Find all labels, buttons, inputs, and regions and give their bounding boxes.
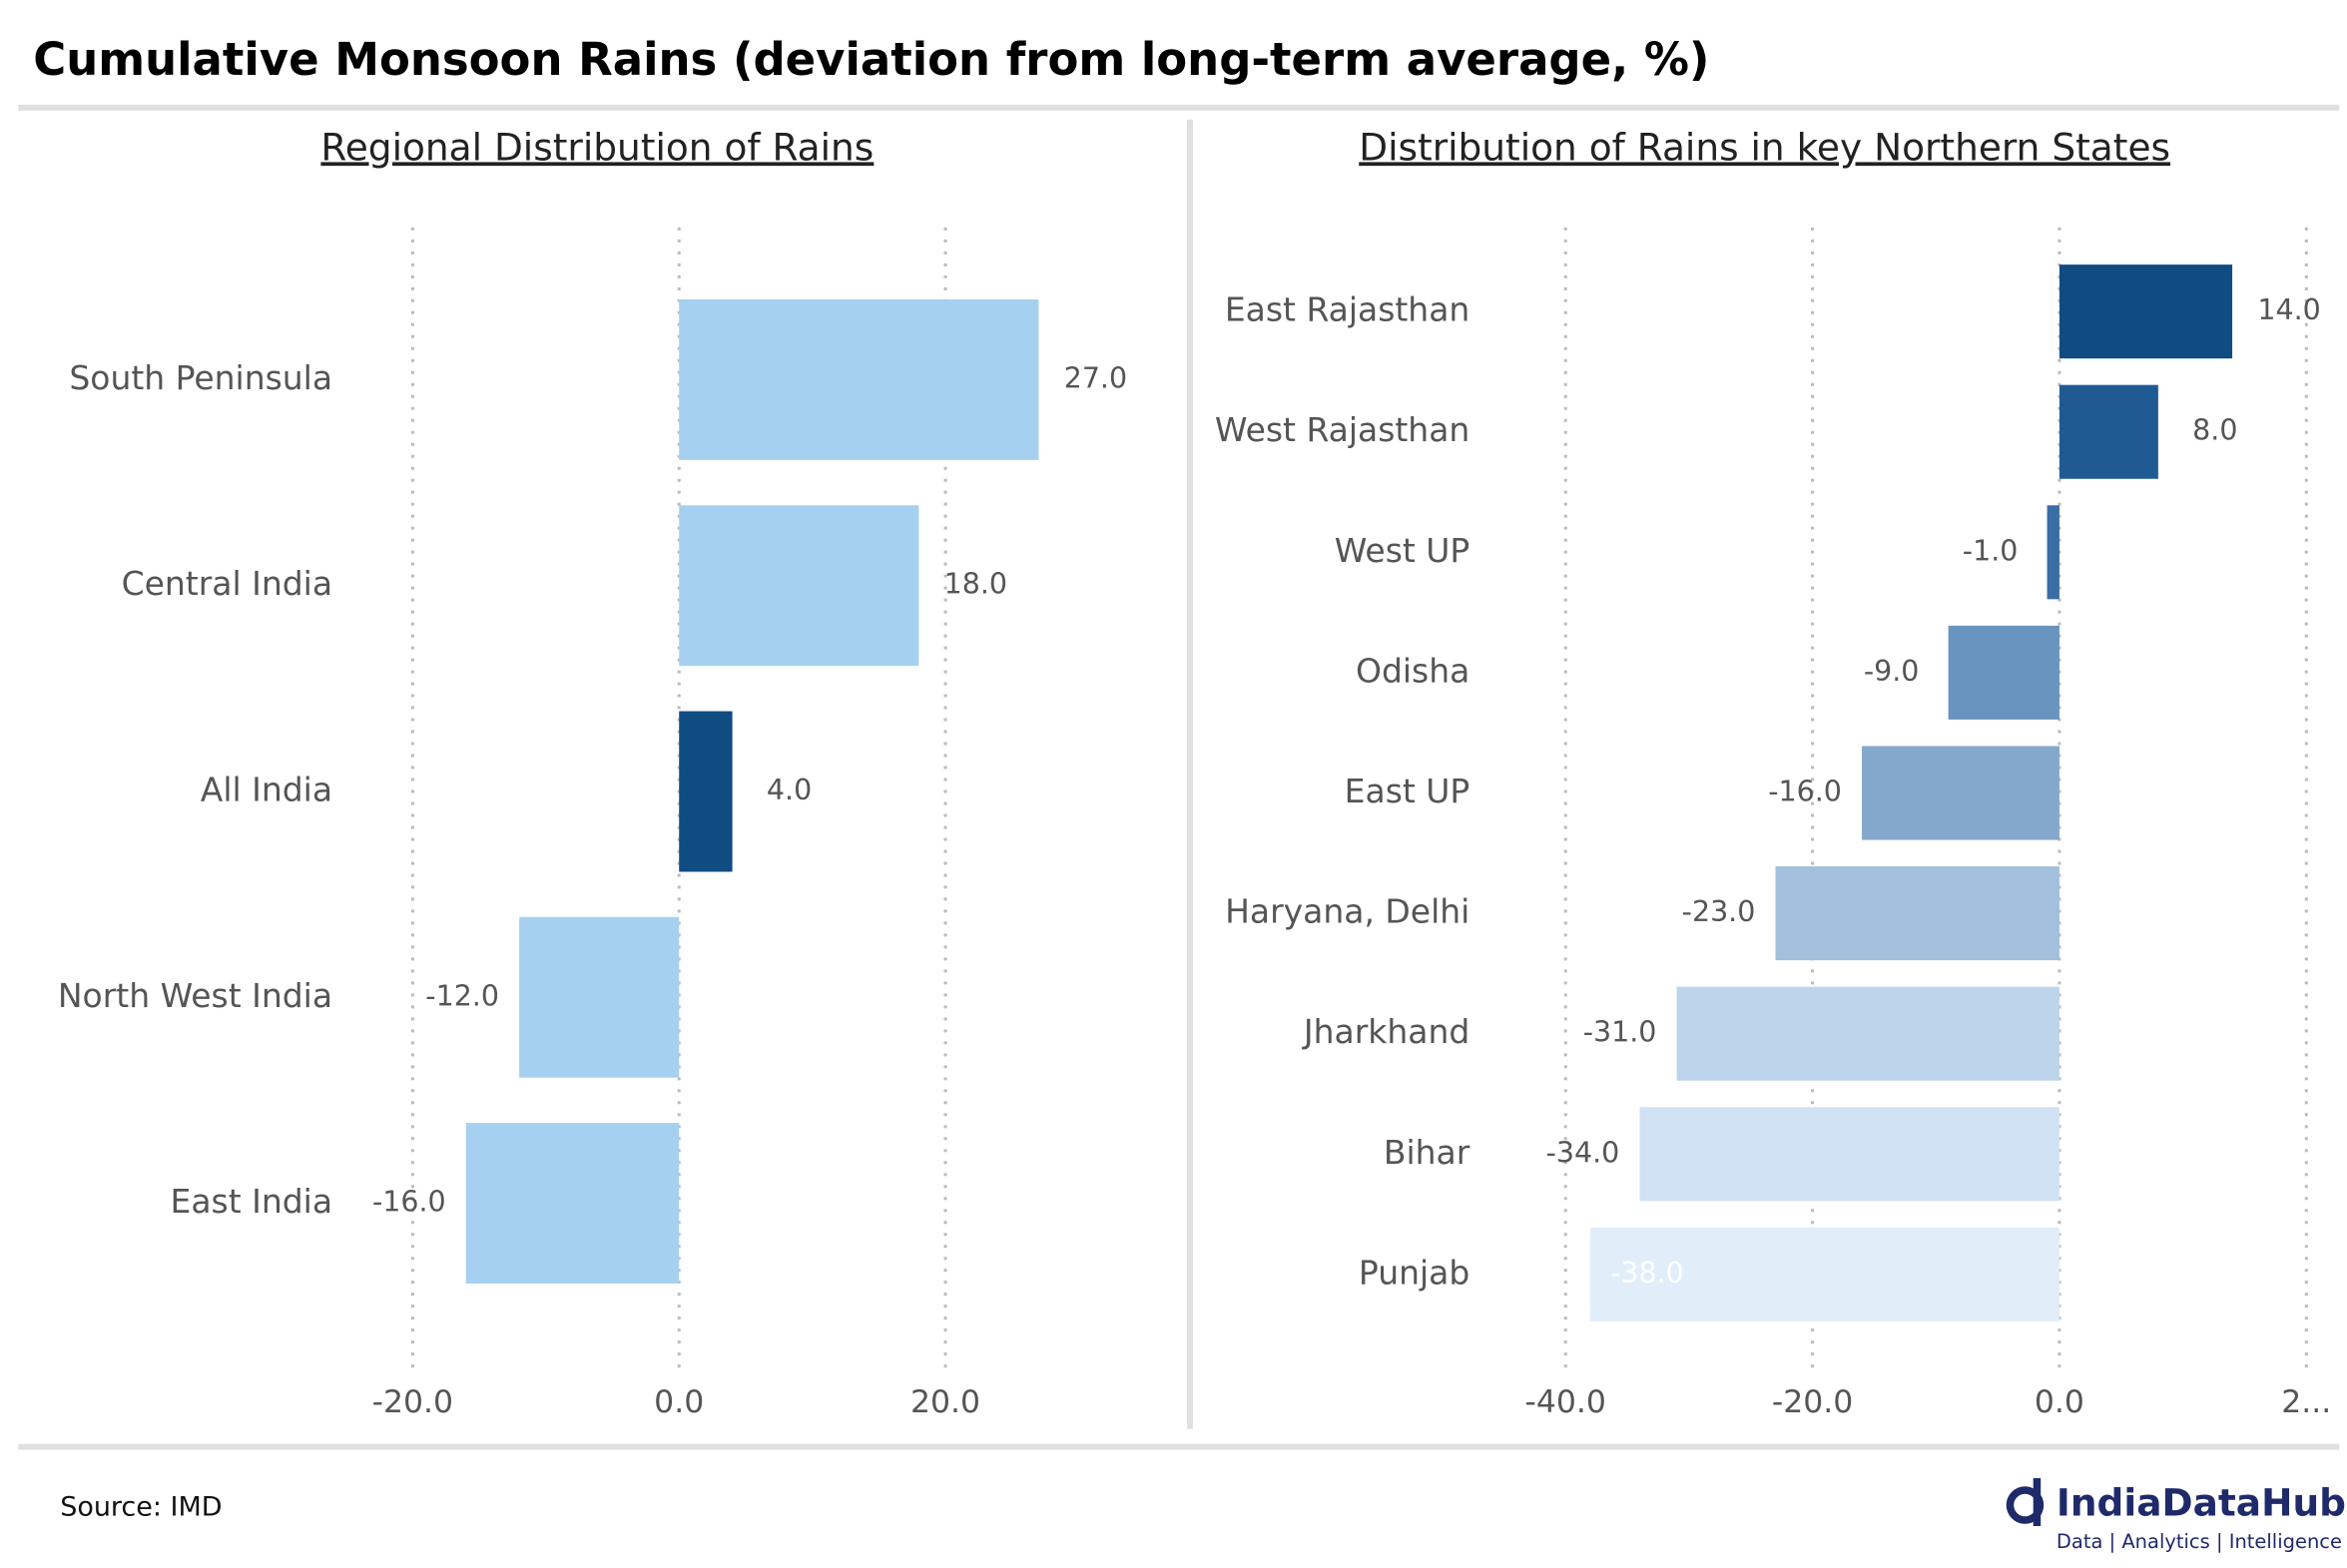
- data-label: -23.0: [1682, 895, 1756, 928]
- bar: [679, 711, 733, 872]
- x-tick-label: -20.0: [372, 1384, 453, 1420]
- y-tick-label: Jharkhand: [1302, 1012, 1469, 1051]
- data-label: -16.0: [372, 1186, 446, 1219]
- y-tick-label: South Peninsula: [69, 358, 332, 397]
- y-tick-label: East India: [171, 1182, 333, 1221]
- bar: [1639, 1107, 2059, 1202]
- data-label: 4.0: [767, 774, 812, 806]
- data-label: -34.0: [1546, 1136, 1620, 1169]
- bar: [1589, 1227, 2059, 1321]
- bar: [2058, 264, 2233, 359]
- bar: [2058, 384, 2158, 479]
- chart-title: Regional Distribution of Rains: [320, 125, 874, 169]
- y-tick-label: Bihar: [1384, 1133, 1470, 1172]
- data-label: 18.0: [944, 568, 1007, 601]
- bar: [679, 505, 919, 667]
- y-tick-label: West UP: [1335, 531, 1470, 570]
- y-tick-label: East UP: [1345, 772, 1470, 810]
- bar: [465, 1123, 680, 1284]
- bar: [1862, 746, 2059, 840]
- y-tick-label: North West India: [58, 976, 332, 1015]
- data-label: 27.0: [1064, 361, 1127, 394]
- x-tick-label: -20.0: [1772, 1384, 1853, 1420]
- bar: [1775, 866, 2059, 961]
- data-label: -1.0: [1963, 534, 2019, 567]
- data-label: -12.0: [425, 979, 499, 1012]
- y-tick-label: Punjab: [1359, 1253, 1469, 1292]
- bar: [519, 916, 680, 1078]
- chart-title: Distribution of Rains in key Northern St…: [1359, 125, 2170, 169]
- y-tick-label: Haryana, Delhi: [1225, 892, 1469, 931]
- bar: [1676, 986, 2059, 1081]
- data-label: 14.0: [2257, 293, 2320, 326]
- logo-name: IndiaDataHub: [2056, 1481, 2346, 1525]
- y-tick-label: Odisha: [1356, 651, 1469, 690]
- data-label: -9.0: [1864, 655, 1920, 688]
- x-tick-label: -40.0: [1525, 1384, 1606, 1420]
- y-tick-label: All India: [201, 770, 332, 808]
- x-tick-label: 20.0: [910, 1384, 980, 1420]
- source: Source: IMD: [60, 1492, 222, 1523]
- data-label: -38.0: [1610, 1257, 1684, 1290]
- x-tick-label: 0.0: [654, 1384, 704, 1420]
- bar: [2047, 505, 2059, 600]
- y-tick-label: West Rajasthan: [1215, 410, 1469, 449]
- logo-tagline: Data | Analytics | Intelligence: [2056, 1530, 2342, 1553]
- y-tick-label: East Rajasthan: [1225, 290, 1469, 329]
- data-label: -31.0: [1583, 1016, 1657, 1049]
- page-title: Cumulative Monsoon Rains (deviation from…: [33, 33, 1709, 86]
- data-label: 8.0: [2192, 414, 2237, 447]
- x-tick-label: 0.0: [2035, 1384, 2084, 1420]
- x-tick-label: 2...: [2281, 1384, 2331, 1420]
- y-tick-label: Central India: [122, 564, 332, 603]
- data-label: -16.0: [1768, 775, 1842, 807]
- bar: [679, 299, 1039, 460]
- bar: [1948, 625, 2059, 720]
